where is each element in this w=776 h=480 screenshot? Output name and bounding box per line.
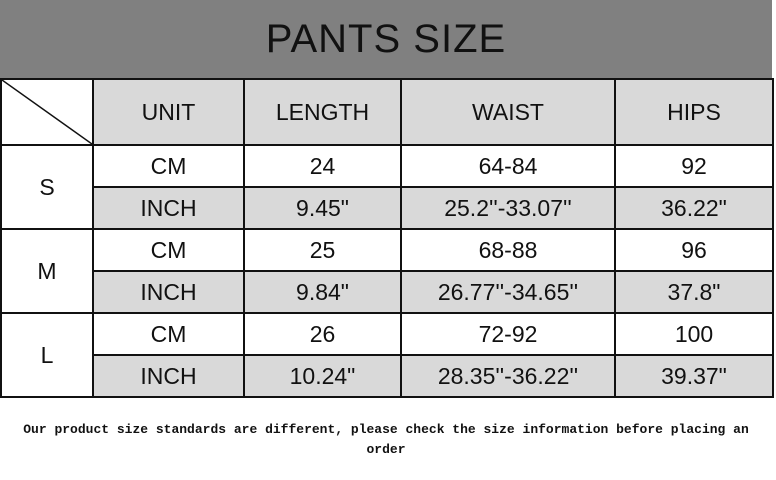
table-cell: 26.77''-34.65'' — [400, 270, 616, 314]
header-waist: WAIST — [400, 78, 616, 146]
table-row: S CM 24 64-84 92 — [0, 144, 774, 230]
size-table: UNIT LENGTH WAIST HIPS S CM 24 64-84 92 INCH 9… — [0, 78, 774, 398]
table-row: M CM 25 68-88 96 — [0, 228, 774, 314]
header-row: UNIT LENGTH WAIST HIPS — [0, 78, 774, 146]
table-cell: 9.84" — [243, 270, 402, 314]
table-cell: CM — [92, 144, 245, 188]
table-cell: 92 — [614, 144, 774, 188]
size-note: Our product size standards are different… — [23, 422, 749, 457]
table-cell: 28.35''-36.22'' — [400, 354, 616, 398]
table-cell: 25.2''-33.07'' — [400, 186, 616, 230]
corner-cell — [0, 78, 94, 146]
table-row: L CM 26 72-92 100 — [0, 312, 774, 398]
table-cell: 68-88 — [400, 228, 616, 272]
chart-title: PANTS SIZE — [0, 0, 772, 78]
table-row: INCH 9.45" 25.2''-33.07'' 36.22" — [1, 186, 774, 230]
header-length: LENGTH — [243, 78, 402, 146]
table-cell: 24 — [243, 144, 402, 188]
header-unit: UNIT — [92, 78, 245, 146]
table-cell: 100 — [614, 312, 774, 356]
table-cell: CM — [92, 312, 245, 356]
header-hips: HIPS — [614, 78, 774, 146]
size-label: M — [0, 228, 94, 314]
table-row: INCH 9.84" 26.77''-34.65'' 37.8" — [1, 270, 774, 314]
table-row: INCH 10.24" 28.35''-36.22'' 39.37" — [1, 354, 774, 398]
table-cell: INCH — [92, 270, 245, 314]
table-cell: CM — [92, 228, 245, 272]
table-cell: 36.22" — [614, 186, 774, 230]
table-cell: 39.37" — [614, 354, 774, 398]
table-cell: INCH — [92, 354, 245, 398]
table-cell: 37.8" — [614, 270, 774, 314]
table-cell: INCH — [92, 186, 245, 230]
table-cell: 72-92 — [400, 312, 616, 356]
table-cell: 26 — [243, 312, 402, 356]
table-cell: 64-84 — [400, 144, 616, 188]
size-label: L — [0, 312, 94, 398]
table-cell: 9.45" — [243, 186, 402, 230]
table-cell: 25 — [243, 228, 402, 272]
table-cell: 96 — [614, 228, 774, 272]
size-label: S — [0, 144, 94, 230]
table-cell: 10.24" — [243, 354, 402, 398]
